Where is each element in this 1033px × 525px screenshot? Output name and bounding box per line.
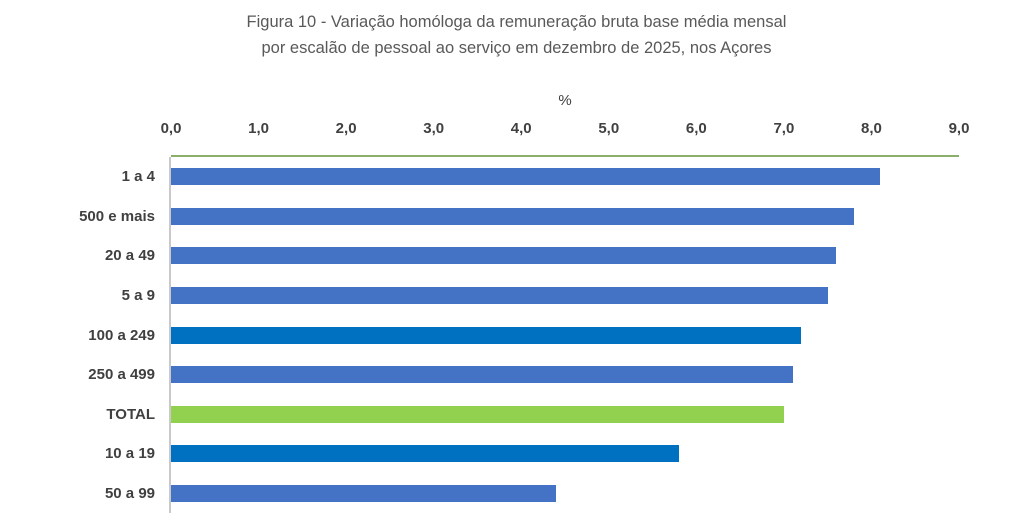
category-label: TOTAL xyxy=(106,405,155,423)
chart-title: Figura 10 - Variação homóloga da remuner… xyxy=(0,9,1033,61)
bar-row xyxy=(171,434,959,474)
bar-100-a-249 xyxy=(171,326,802,344)
bar-row xyxy=(171,157,959,197)
bar-250-a-499 xyxy=(171,366,793,384)
category-label: 100 a 249 xyxy=(88,326,155,344)
bar-total xyxy=(171,405,784,423)
bar-500-e-mais xyxy=(171,207,854,225)
x-axis-unit-label: % xyxy=(558,92,572,109)
category-label: 5 a 9 xyxy=(121,286,155,304)
x-tick-label: 4,0 xyxy=(510,120,532,137)
x-axis-line xyxy=(171,155,959,157)
x-tick-label: 0,0 xyxy=(160,120,182,137)
bar-50-a-99 xyxy=(171,484,557,502)
bar-row xyxy=(171,355,959,395)
bar-10-a-19 xyxy=(171,445,679,463)
x-tick-label: 6,0 xyxy=(685,120,707,137)
category-label: 250 a 499 xyxy=(88,366,155,384)
x-axis-ticks: 0,0 1,0 2,0 3,0 4,0 5,0 6,0 7,0 8,0 9,0 xyxy=(161,120,970,140)
x-tick-label: 5,0 xyxy=(598,120,620,137)
chart-title-line2: por escalão de pessoal ao serviço em dez… xyxy=(261,39,772,57)
category-axis-labels: 1 a 4 500 e mais 20 a 49 5 a 9 100 a 249 250 … xyxy=(0,157,155,513)
chart-title-line1: Figura 10 - Variação homóloga da remuner… xyxy=(246,13,787,31)
x-tick-label: 1,0 xyxy=(248,120,269,137)
category-label: 1 a 4 xyxy=(121,168,155,186)
category-label: 20 a 49 xyxy=(104,247,155,265)
plot-area xyxy=(171,157,959,513)
x-tick-label: 9,0 xyxy=(948,120,970,137)
bar-1-a-4 xyxy=(171,168,881,186)
category-label: 500 e mais xyxy=(79,207,155,225)
x-tick-label: 3,0 xyxy=(423,120,445,137)
bar-5-a-9 xyxy=(171,286,828,304)
bar-row xyxy=(171,474,959,514)
bar-row xyxy=(171,394,959,434)
bar-row xyxy=(171,197,959,237)
bar-20-a-49 xyxy=(171,247,837,265)
y-axis-line xyxy=(169,157,171,513)
x-tick-label: 7,0 xyxy=(773,120,795,137)
bar-row xyxy=(171,315,959,355)
bar-row xyxy=(171,236,959,276)
category-label: 50 a 99 xyxy=(104,484,155,502)
bar-row xyxy=(171,276,959,316)
x-tick-label: 2,0 xyxy=(335,120,357,137)
category-label: 10 a 19 xyxy=(104,445,155,463)
x-tick-label: 8,0 xyxy=(861,120,882,137)
